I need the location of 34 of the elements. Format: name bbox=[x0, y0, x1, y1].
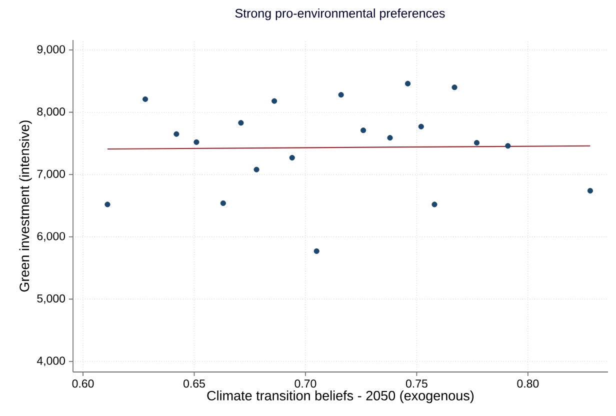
x-tick-label: 0.65 bbox=[184, 380, 205, 388]
point bbox=[474, 140, 480, 146]
y-tick-label: 4,000 bbox=[36, 356, 66, 366]
point bbox=[387, 134, 393, 141]
point bbox=[505, 143, 511, 149]
x-axis-title: Climate transition beliefs - 2050 (exogenous) bbox=[207, 390, 474, 404]
point bbox=[220, 200, 226, 206]
point bbox=[238, 120, 244, 126]
y-tick-label: 5,000 bbox=[37, 294, 66, 304]
point bbox=[360, 128, 366, 134]
chart-title: Strong pro-environmental preferences bbox=[235, 8, 445, 20]
point bbox=[404, 80, 411, 86]
point bbox=[452, 84, 458, 90]
point bbox=[338, 92, 344, 98]
y-tick-label: 8,000 bbox=[37, 108, 66, 117]
point bbox=[254, 166, 260, 172]
point bbox=[418, 124, 424, 130]
point bbox=[314, 248, 320, 254]
y-tick-label: 6,000 bbox=[37, 232, 66, 242]
x-tick-label: 0.75 bbox=[406, 380, 428, 388]
point bbox=[194, 139, 200, 145]
point bbox=[104, 202, 110, 208]
x-tick-label: 0.70 bbox=[294, 380, 316, 388]
point bbox=[174, 131, 180, 137]
point bbox=[272, 98, 278, 104]
point bbox=[587, 188, 594, 194]
point bbox=[289, 154, 295, 161]
point bbox=[142, 96, 148, 102]
y-tick-label: 7,000 bbox=[37, 170, 66, 180]
y-axis-title: Green investment (intensive) bbox=[19, 120, 32, 292]
point bbox=[432, 202, 438, 208]
y-tick-label: 9,000 bbox=[37, 45, 66, 55]
x-tick-label: 0.80 bbox=[517, 380, 539, 388]
x-tick-label: 0.60 bbox=[72, 380, 94, 388]
